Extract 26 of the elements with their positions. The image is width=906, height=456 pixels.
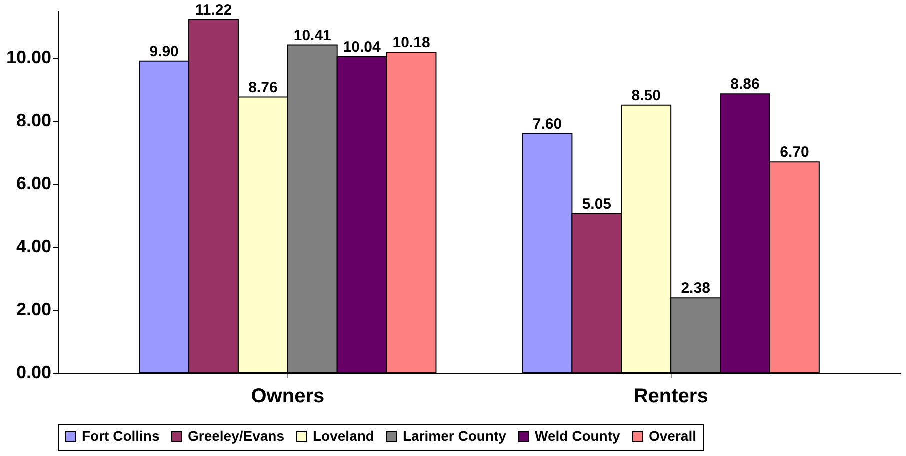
legend-label: Loveland bbox=[313, 428, 374, 444]
legend-label: Overall bbox=[649, 428, 696, 444]
data-label: 9.90 bbox=[150, 43, 179, 60]
data-label: 8.50 bbox=[632, 87, 661, 104]
legend-label: Greeley/Evans bbox=[188, 428, 285, 444]
data-label: 5.05 bbox=[582, 196, 612, 214]
y-tick-label: 6.00 bbox=[16, 174, 52, 194]
data-label: 8.86 bbox=[730, 76, 760, 94]
legend-label: Larimer County bbox=[403, 428, 507, 444]
x-tick-label: Renters bbox=[634, 386, 708, 408]
x-tick-label: Owners bbox=[251, 386, 325, 408]
data-label: 10.18 bbox=[392, 34, 430, 52]
y-tick-label: 8.00 bbox=[16, 110, 52, 131]
legend-label: Weld County bbox=[535, 428, 621, 444]
data-label: 6.70 bbox=[780, 144, 810, 162]
data-label: 2.38 bbox=[681, 280, 710, 298]
data-label: 10.41 bbox=[294, 27, 332, 44]
y-tick-label: 2.00 bbox=[16, 300, 52, 320]
y-tick-label: 10.00 bbox=[6, 48, 52, 68]
legend-label: Fort Collins bbox=[82, 428, 160, 444]
data-label: 11.22 bbox=[195, 2, 232, 19]
y-tick-label: 4.00 bbox=[16, 236, 52, 257]
data-label: 8.76 bbox=[248, 79, 278, 96]
data-label: 7.60 bbox=[532, 116, 562, 133]
data-label: 10.04 bbox=[343, 38, 382, 56]
y-tick-label: 0.00 bbox=[16, 362, 52, 382]
